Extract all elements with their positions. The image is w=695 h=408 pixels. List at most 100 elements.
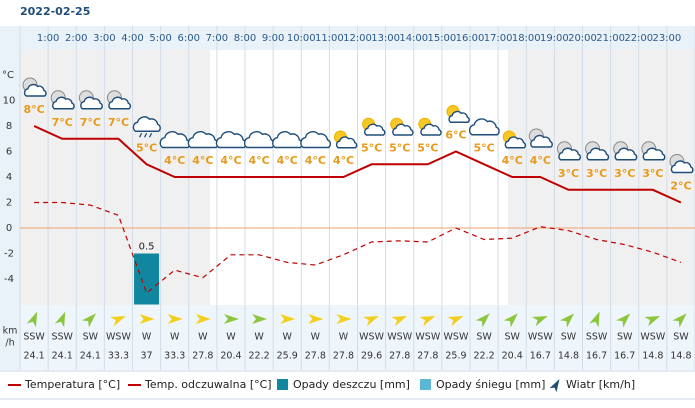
hour-label: 4:00	[121, 33, 143, 44]
y-unit: °C	[2, 70, 14, 81]
cloud-icon	[108, 96, 132, 110]
temperature-label: 5°C	[389, 141, 410, 154]
temperature-line	[33, 125, 682, 204]
wind-speed: 14.8	[670, 351, 691, 362]
cloud-icon	[468, 118, 500, 136]
wind-speed: 14.8	[642, 351, 663, 362]
hour-label: 1:00	[37, 33, 59, 44]
temperature-label: 2°C	[670, 180, 691, 193]
temperature-label: 3°C	[558, 167, 579, 180]
temperature-label: 4°C	[530, 154, 551, 167]
temperature-label: 5°C	[473, 141, 494, 154]
y-tick-label: 2	[6, 198, 12, 209]
wind-direction: SW	[504, 332, 520, 343]
hour-label: 3:00	[93, 33, 115, 44]
wind-arrow	[139, 314, 155, 324]
temperature-label: 8°C	[23, 103, 44, 116]
wind-direction: WSW	[528, 332, 553, 343]
wind-speed: 27.8	[389, 351, 410, 362]
wind-direction: WSW	[106, 332, 131, 343]
y-tick-label: 10	[3, 96, 16, 107]
legend-label: Temp. odczuwalna [°C]	[144, 378, 272, 391]
wind-speed: 16.7	[530, 351, 551, 362]
legend-label: Wiatr [km/h]	[566, 378, 635, 391]
wind-direction: SW	[617, 332, 633, 343]
wind-speed: 33.3	[108, 351, 129, 362]
wind-arrow	[308, 314, 324, 324]
hour-label: 5:00	[149, 33, 171, 44]
hour-label: 14:00	[399, 33, 428, 44]
wind-arrow	[195, 314, 211, 324]
cloud-icon	[642, 147, 666, 161]
wind-direction: SSW	[23, 332, 45, 343]
hour-label: 12:00	[343, 33, 372, 44]
hour-label: 23:00	[652, 33, 681, 44]
wind-arrow	[475, 313, 490, 328]
date: 2022-02-25	[20, 5, 90, 18]
hour-label: 8:00	[234, 33, 256, 44]
legend-swatch	[549, 378, 560, 393]
hour-label: 20:00	[568, 33, 597, 44]
wind-arrow	[223, 314, 239, 324]
temperature-label: 4°C	[220, 154, 241, 167]
wind-direction: WSW	[359, 332, 384, 343]
cloud-icon	[420, 123, 442, 136]
wind-arrow	[26, 311, 38, 328]
hour-label: 18:00	[512, 33, 541, 44]
cloud-icon	[558, 147, 582, 161]
wind-unit: km	[3, 326, 18, 337]
wind-speed: 33.3	[164, 351, 185, 362]
temperature-label: 7°C	[108, 116, 129, 129]
temperature-label: 6°C	[445, 129, 466, 142]
temperature-label: 4°C	[277, 154, 298, 167]
cloud-icon	[670, 160, 694, 174]
temperature-label: 4°C	[192, 154, 213, 167]
wind-direction: W	[226, 332, 236, 343]
wind-direction: WSW	[415, 332, 440, 343]
wind-direction: WSW	[444, 332, 469, 343]
y-tick-label: 6	[6, 147, 12, 158]
legend-label: Opady deszczu [mm]	[293, 378, 410, 391]
temperature-label: 4°C	[333, 154, 354, 167]
wind-direction: SW	[673, 332, 689, 343]
wind-arrow	[419, 315, 436, 327]
wind-unit: /h	[5, 338, 14, 349]
wind-arrow	[447, 315, 464, 327]
temperature-label: 3°C	[614, 167, 635, 180]
wind-speed: 20.4	[502, 351, 523, 362]
temperature-label: 5°C	[361, 141, 382, 154]
feels-like-line	[34, 201, 682, 294]
hour-label: 9:00	[262, 33, 284, 44]
cloud-icon	[52, 96, 75, 110]
y-tick-label: 0	[6, 223, 12, 234]
wind-direction: SSW	[51, 332, 73, 343]
temperature-label: 3°C	[586, 167, 607, 180]
y-tick-label: -4	[4, 274, 14, 285]
wind-speed: 29.6	[361, 351, 382, 362]
wind-direction: W	[142, 332, 152, 343]
wind-speed: 24.1	[23, 351, 44, 362]
hour-label: 10:00	[287, 33, 316, 44]
wind-speed: 25.9	[277, 351, 298, 362]
wind-direction: SW	[83, 332, 99, 343]
wind-arrow	[110, 315, 126, 327]
hour-label: 7:00	[206, 33, 228, 44]
temperature-label: 3°C	[642, 167, 663, 180]
wind-speed: 27.8	[333, 351, 354, 362]
wind-direction: SSW	[586, 332, 608, 343]
hour-label: 19:00	[540, 33, 569, 44]
wind-arrow	[336, 314, 352, 324]
bar-label: 0.5	[139, 242, 155, 253]
cloud-icon	[23, 83, 47, 97]
wind-speed: 16.7	[614, 351, 635, 362]
temperature-label: 7°C	[52, 116, 73, 129]
wind-arrow	[363, 315, 379, 327]
legend-label: Opady śniegu [mm]	[436, 378, 545, 391]
hour-label: 2:00	[65, 33, 87, 44]
wind-speed: 27.8	[305, 351, 326, 362]
temperature-label: 5°C	[417, 141, 438, 154]
cloud-icon	[132, 116, 161, 132]
temperature-label: 4°C	[502, 154, 523, 167]
wind-arrow	[616, 313, 631, 328]
hour-label: 21:00	[596, 33, 625, 44]
